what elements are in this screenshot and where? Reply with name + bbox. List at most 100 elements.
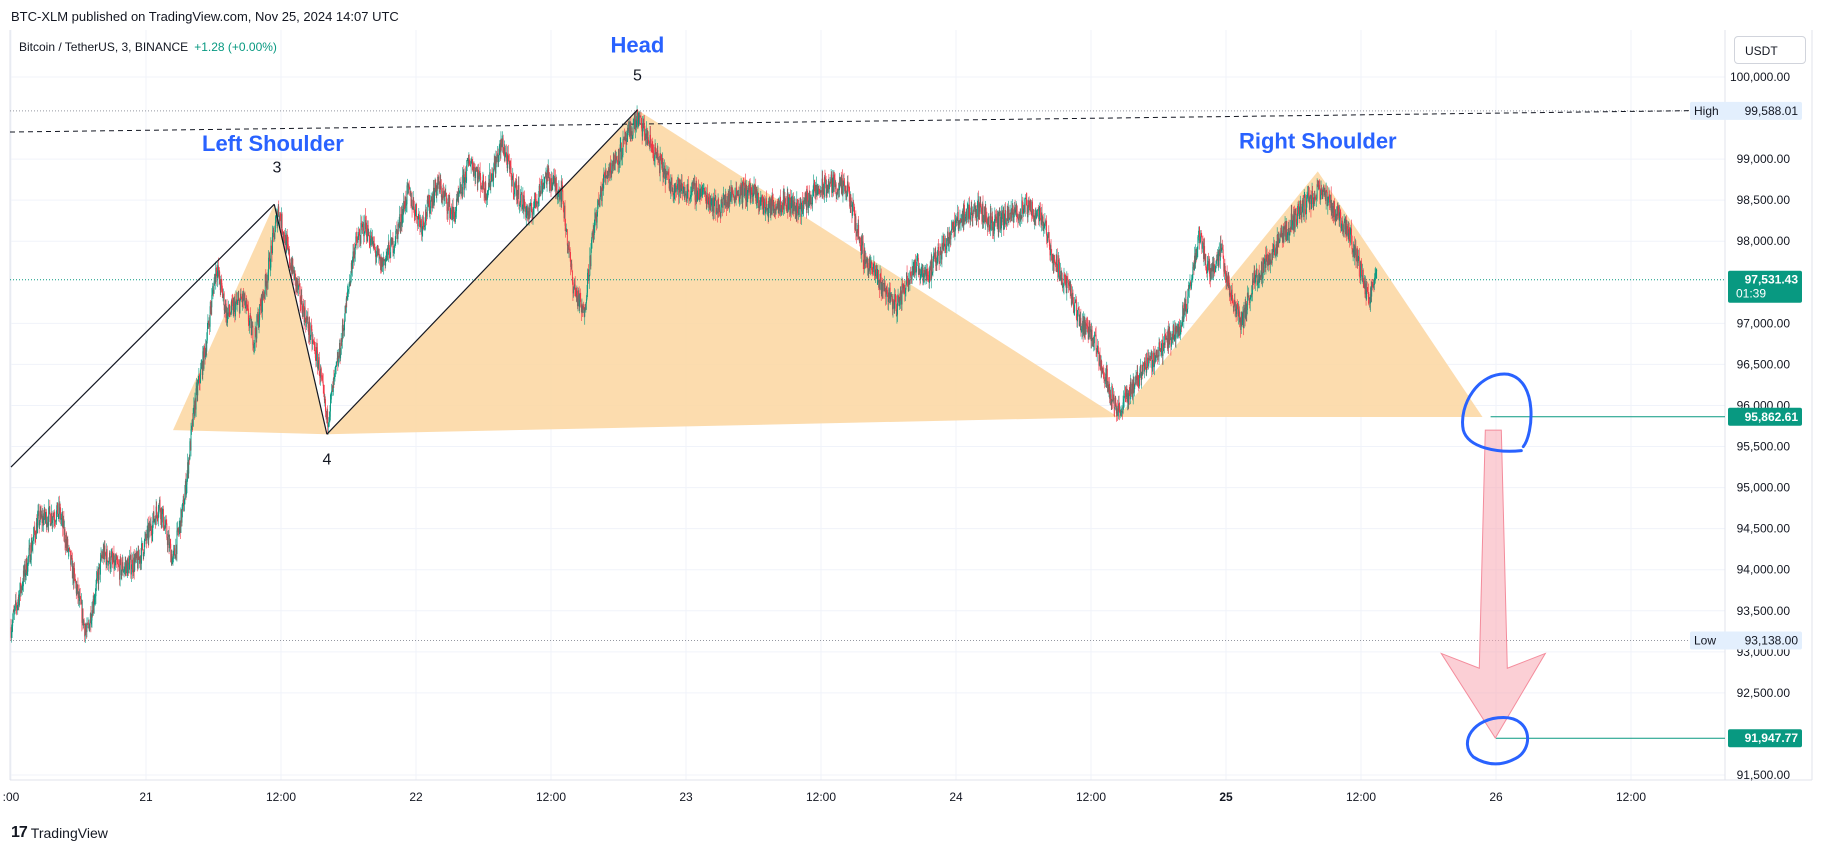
candle-body [632, 124, 634, 136]
candle-body [1231, 289, 1233, 300]
candle-body [53, 516, 55, 518]
candle-body [192, 408, 194, 426]
candle-body [822, 178, 824, 194]
candle-body [1066, 277, 1068, 294]
candle-body [434, 191, 436, 203]
candle-body [149, 522, 151, 531]
candle-body [288, 249, 290, 252]
candle-body [663, 168, 665, 175]
candle-body [859, 237, 861, 246]
candle-body [481, 185, 483, 189]
candle-body [112, 553, 114, 562]
candle-body [517, 190, 519, 195]
candle-body [227, 312, 229, 323]
candle-body [414, 215, 416, 217]
candle-body [697, 187, 699, 193]
candle-body [1080, 331, 1082, 333]
candle-body [221, 283, 223, 289]
candle-body [813, 183, 815, 191]
candle-body [189, 441, 191, 460]
candle-body [385, 257, 387, 266]
candle-body [650, 134, 652, 140]
candle-body [296, 280, 298, 287]
candle-body [1154, 352, 1156, 361]
candle-body [1261, 262, 1263, 279]
y-tick-label: 95,000.00 [1737, 481, 1791, 495]
candle-body [162, 508, 164, 528]
candle-body [1005, 223, 1007, 225]
candle-body [850, 194, 852, 207]
candle-body [46, 523, 48, 528]
candle-body [1370, 287, 1372, 297]
candle-body [863, 249, 865, 266]
candle-body [1179, 334, 1181, 336]
candle-body [875, 269, 877, 276]
candle-body [854, 215, 856, 230]
candle-body [1253, 281, 1255, 283]
candle-body [615, 158, 617, 162]
candle-body [1163, 342, 1165, 345]
candle-body [1356, 260, 1357, 262]
candle-body [1211, 267, 1213, 272]
candle-body [176, 530, 178, 555]
candle-body [674, 183, 676, 192]
candle-body [295, 279, 297, 287]
brand-name: TradingView [30, 825, 108, 841]
candle-body [1286, 235, 1288, 238]
candle-body [324, 398, 326, 401]
candle-body [506, 152, 508, 159]
candle-body [1307, 193, 1309, 195]
candle-body [1196, 255, 1198, 260]
candle-body [211, 294, 213, 308]
candle-body [996, 218, 998, 227]
candle-body [1125, 394, 1127, 398]
candle-body [759, 205, 761, 207]
candle-body [1055, 263, 1057, 264]
candle-body [1326, 190, 1328, 192]
candle-body [658, 159, 660, 163]
candle-body [420, 220, 422, 224]
candle-body [708, 197, 710, 201]
candle-body [878, 280, 880, 283]
candle-body [1001, 213, 1003, 229]
candle-body [1356, 249, 1358, 262]
candle-body [492, 179, 494, 181]
currency-button[interactable]: USDT [1734, 36, 1806, 64]
candle-body [332, 385, 334, 392]
candle-body [1037, 209, 1039, 211]
candle-body [419, 218, 421, 228]
candle-body [1057, 268, 1059, 278]
current-price-tag: 97,531.43 [1745, 273, 1799, 287]
candle-body [533, 200, 535, 208]
candle-body [949, 238, 951, 240]
candle-body [392, 238, 394, 253]
candle-body [1353, 244, 1355, 251]
candle-body [772, 195, 774, 203]
candle-body [738, 196, 740, 202]
candle-body [890, 293, 892, 296]
candle-body [1133, 382, 1135, 393]
candle-body [245, 306, 247, 309]
candle-body [395, 229, 397, 231]
candle-body [1096, 349, 1098, 355]
candle-body [1338, 205, 1339, 212]
candle-body [457, 192, 459, 201]
candle-body [553, 175, 555, 177]
wave-line-1 [10, 203, 275, 468]
candle-body [196, 385, 198, 396]
candle-body [698, 198, 700, 201]
candle-body [994, 215, 996, 225]
candle-body [402, 208, 404, 215]
candle-body [110, 556, 112, 568]
candle-body [243, 298, 245, 301]
candle-body [122, 562, 124, 573]
candle-body [1019, 214, 1021, 220]
candle-body [268, 257, 270, 273]
candle-body [30, 541, 32, 560]
candle-body [465, 171, 466, 183]
candle-body [336, 361, 338, 366]
candle-body [54, 521, 56, 523]
candle-body [391, 238, 393, 245]
candle-body [789, 194, 790, 210]
